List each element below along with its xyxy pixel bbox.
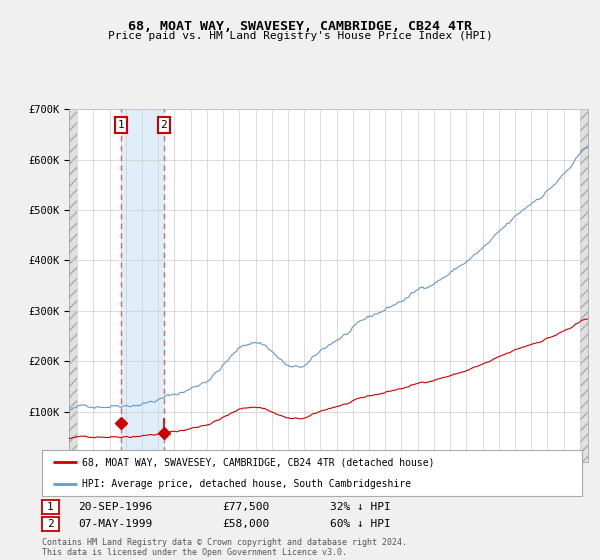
Text: 2: 2 <box>161 120 167 130</box>
Text: HPI: Average price, detached house, South Cambridgeshire: HPI: Average price, detached house, Sout… <box>83 479 412 489</box>
Text: 1: 1 <box>47 502 54 512</box>
Text: 32% ↓ HPI: 32% ↓ HPI <box>330 502 391 512</box>
Text: 2: 2 <box>47 519 54 529</box>
Text: 07-MAY-1999: 07-MAY-1999 <box>78 519 152 529</box>
Bar <box>121 109 164 462</box>
Bar <box>69 109 77 462</box>
Text: £58,000: £58,000 <box>222 519 269 529</box>
Text: 68, MOAT WAY, SWAVESEY, CAMBRIDGE, CB24 4TR: 68, MOAT WAY, SWAVESEY, CAMBRIDGE, CB24 … <box>128 20 472 32</box>
Text: 1: 1 <box>118 120 125 130</box>
Text: 20-SEP-1996: 20-SEP-1996 <box>78 502 152 512</box>
Text: £77,500: £77,500 <box>222 502 269 512</box>
Text: Price paid vs. HM Land Registry's House Price Index (HPI): Price paid vs. HM Land Registry's House … <box>107 31 493 41</box>
Text: 68, MOAT WAY, SWAVESEY, CAMBRIDGE, CB24 4TR (detached house): 68, MOAT WAY, SWAVESEY, CAMBRIDGE, CB24 … <box>83 457 435 467</box>
Text: Contains HM Land Registry data © Crown copyright and database right 2024.
This d: Contains HM Land Registry data © Crown c… <box>42 538 407 557</box>
Bar <box>580 109 596 462</box>
Text: 60% ↓ HPI: 60% ↓ HPI <box>330 519 391 529</box>
